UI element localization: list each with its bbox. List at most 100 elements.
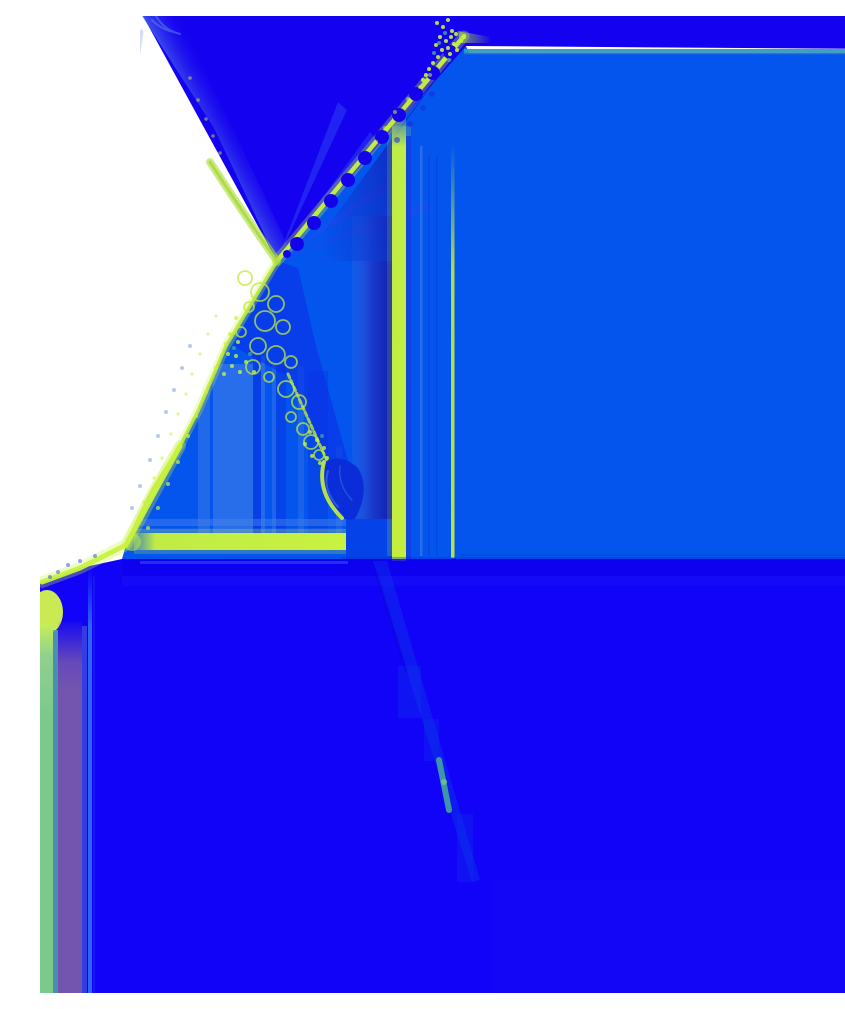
field-dark-dust-dot <box>429 91 435 97</box>
field-dark-dust-dot <box>394 137 400 143</box>
white-edge-dust-blue-dot <box>164 410 168 414</box>
field-side-dust-dot <box>224 342 228 346</box>
tip-cluster-lime-dot <box>454 32 458 36</box>
stripe-dark-2 <box>276 366 286 534</box>
white-corner-dust-dot <box>56 570 60 574</box>
dark-gradient-column-top <box>352 216 394 261</box>
white-edge-dust-lime-dot <box>190 372 194 376</box>
white-edge-dust-lime-dot <box>169 432 173 436</box>
web-lattice-rings-ring <box>266 345 286 365</box>
bottom-wedge <box>373 561 480 882</box>
web-lattice-rings-ring <box>267 295 285 313</box>
dark-v-and-top-band <box>143 16 845 261</box>
pearl-chain-dot <box>307 216 321 230</box>
field-side-dust-dot <box>234 316 238 320</box>
inside-v-dust-dot <box>383 126 387 130</box>
web-dust-lime-dot <box>222 372 226 376</box>
pearl-chain-dot <box>341 173 355 187</box>
inside-v-dust <box>374 73 432 144</box>
gradient-wedge-under-diagonal <box>302 46 460 261</box>
bottom-right-shade <box>492 881 845 993</box>
web-lattice-rings-ring <box>285 411 297 423</box>
web-cluster-base <box>233 261 350 484</box>
stripe-light-3 <box>272 361 276 536</box>
tip-cluster-cyan-dot <box>447 58 451 62</box>
web-dust-cyan-dot <box>248 352 252 356</box>
white-edge-dust-lime-dot <box>134 520 138 524</box>
pearl-small <box>283 250 291 258</box>
tip-cluster-lime-dot <box>434 43 438 47</box>
arm-b-specks-dot <box>211 134 215 138</box>
light-blue-edge-line <box>88 568 92 993</box>
h-stripe-light-2 <box>140 528 348 532</box>
web-lattice-rings-ring <box>249 337 267 355</box>
web-dust-lime-dot <box>226 352 230 356</box>
inside-v-dust-dot <box>374 140 378 144</box>
web-dust-lime-dot <box>310 454 314 458</box>
tip-cluster-lime-dot <box>442 58 446 62</box>
pearl-chain-dot <box>324 194 338 208</box>
web-lattice-rings-ring <box>275 319 291 335</box>
web-dust-lime-dot <box>234 354 238 358</box>
pearl-chain-dot <box>409 87 423 101</box>
lime-thin-line <box>451 144 455 558</box>
blob-lime-edge <box>320 460 344 520</box>
field-side-dust-dot <box>186 434 190 438</box>
tip-cluster-lime-dot <box>446 46 450 50</box>
white-edge-dust-lime-dot <box>126 536 130 540</box>
pearl-chain-dot <box>290 237 304 251</box>
field-side-dust-dot <box>146 526 150 530</box>
web-lattice-rings <box>235 270 325 461</box>
wedge-dark-streak <box>374 570 408 673</box>
inside-v-dust-dot <box>406 97 410 101</box>
green-edge-band <box>40 624 53 993</box>
white-corner-dust-dot <box>48 575 52 579</box>
field-side-dust-dot <box>214 366 218 370</box>
diagonal-a-lower <box>124 259 279 547</box>
web-lattice-rings-ring <box>296 422 310 436</box>
transition-dark-line-2 <box>340 557 845 559</box>
field-dark-dust-dot <box>420 105 426 111</box>
v-ray-1 <box>277 102 347 261</box>
tip-cluster-lime-dot <box>449 35 453 39</box>
stripe-light-4 <box>298 366 304 534</box>
white-edge-dust-blue-dot <box>156 434 160 438</box>
tip-cluster-lime-dot <box>444 39 448 43</box>
purple-edge-band <box>58 622 82 993</box>
stripe-right-dark <box>406 136 411 559</box>
web-dust-lime-dot <box>230 364 234 368</box>
web-dust-lime-dot <box>303 442 307 446</box>
lime-horizontal-band <box>134 533 348 550</box>
tip-cluster-lime-dot <box>455 48 459 52</box>
web-dust-lime-dot <box>238 370 242 374</box>
tip-cluster-lime-dot <box>459 39 463 43</box>
web-dust-lime-dot <box>318 461 322 465</box>
field-dark-dust-dot <box>407 121 413 127</box>
white-corner-dust-dot <box>93 554 97 558</box>
transition-dark-line-1 <box>460 554 845 556</box>
stripe-light-1 <box>198 376 210 536</box>
tip-cluster-lime <box>421 18 466 82</box>
web-dust-lime-dot <box>308 430 312 434</box>
teal-horizontal-line <box>464 49 845 53</box>
pearl-chain-dot <box>375 130 389 144</box>
blob-finger-2 <box>339 465 353 501</box>
wedge-step-3 <box>457 814 473 882</box>
lime-terminus-glow <box>40 590 63 634</box>
tip-cluster-lime-dot <box>441 25 445 29</box>
pearl-chain-dot <box>358 151 372 165</box>
stripe-light-wide <box>213 364 253 536</box>
tip-cluster-lime-dot <box>438 35 442 39</box>
stripe-light-2 <box>261 356 265 536</box>
stripe-right-thin-1 <box>428 156 430 556</box>
web-lattice-rings-ring <box>237 270 253 286</box>
white-corner-dust-dot <box>66 563 70 567</box>
bottom-left-hline <box>140 561 348 564</box>
field-side-dust-dot <box>194 414 198 418</box>
field-side-dust-dot <box>156 506 160 510</box>
white-left-region <box>40 16 226 583</box>
inside-v-dust-dot <box>393 110 397 114</box>
arm-b-lime <box>208 160 279 263</box>
white-edge-dust-lime-dot <box>142 500 146 504</box>
web-dust-lime-dot <box>252 370 256 374</box>
